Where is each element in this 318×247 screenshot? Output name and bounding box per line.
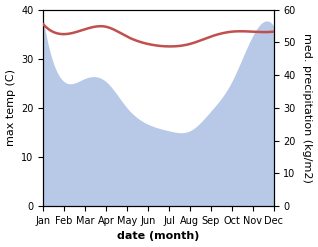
Y-axis label: med. precipitation (kg/m2): med. precipitation (kg/m2) (302, 33, 313, 183)
X-axis label: date (month): date (month) (117, 231, 200, 242)
Y-axis label: max temp (C): max temp (C) (5, 69, 16, 146)
